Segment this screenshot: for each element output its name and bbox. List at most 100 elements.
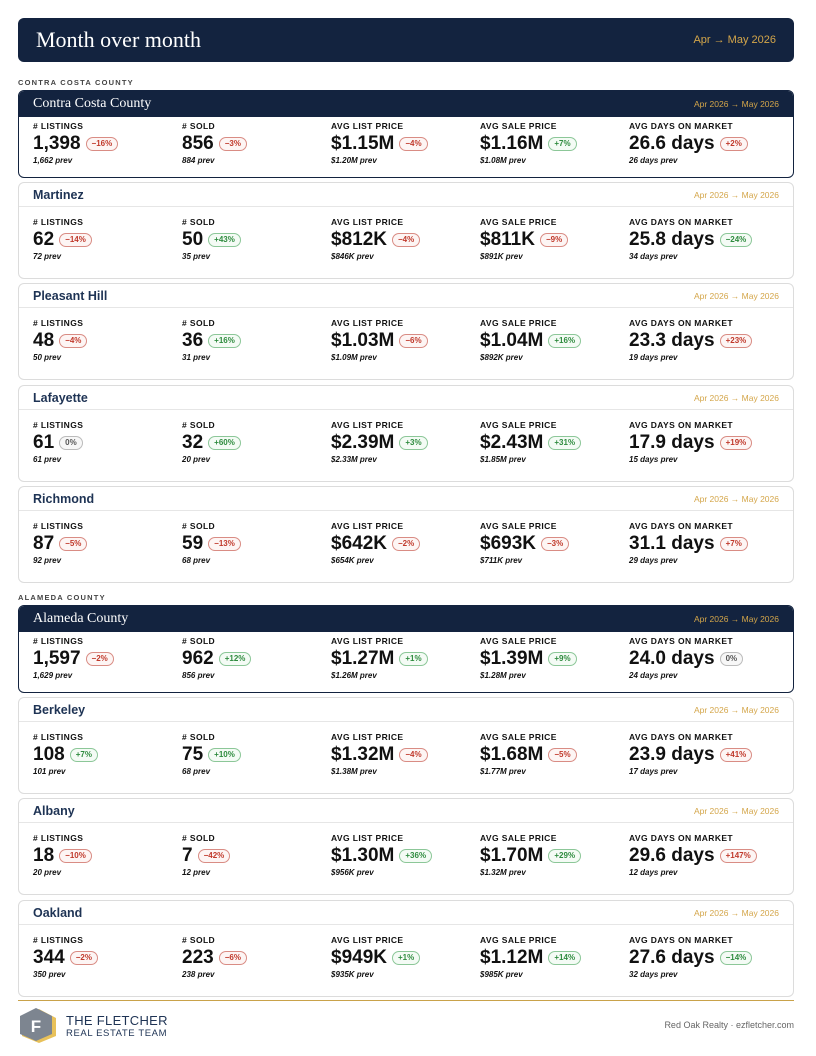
metric: AVG LIST PRICE $1.15M −4% $1.20M prev [331,121,480,166]
metric-value: 108 [33,744,65,765]
previous-value: $956K prev [331,868,374,877]
metric: # LISTINGS 48 −4% 50 prev [33,318,182,363]
previous-value: 34 days prev [629,252,678,261]
metric-label: # LISTINGS [33,636,84,646]
previous-value: 20 prev [33,868,62,877]
period-range: Apr 2026 → May 2026 [693,392,779,403]
metric-value: 18 [33,845,55,866]
county-card: Contra Costa County Apr 2026 → May 2026 … [18,90,794,178]
team-logo-icon: F [20,1008,56,1043]
metric-label: AVG SALE PRICE [480,935,557,945]
change-badge: +1% [399,651,428,666]
metric-label: AVG SALE PRICE [480,217,557,227]
metric-value: $1.27M [331,648,395,669]
metric-label: # LISTINGS [33,935,84,945]
previous-value: 68 prev [182,556,211,565]
metrics-row: # LISTINGS 87 −5% 92 prev # SOLD 59 −13%… [19,511,793,566]
metric-label: AVG LIST PRICE [331,217,404,227]
change-badge: +19% [719,435,753,450]
metric-value: 856 [182,133,214,154]
period-range: Apr 2026 → May 2026 [693,704,779,715]
metric: AVG SALE PRICE $1.39M +9% $1.28M prev [480,636,629,681]
metric-label: AVG LIST PRICE [331,420,404,430]
metric-label: AVG DAYS ON MARKET [629,217,734,227]
previous-value: $1.08M prev [480,156,526,165]
metric-value: 25.8 days [629,229,715,250]
metric-label: AVG LIST PRICE [331,121,404,131]
metric: # LISTINGS 1,597 −2% 1,629 prev [33,636,182,681]
previous-value: 32 days prev [629,970,678,979]
previous-value: $1.77M prev [480,767,526,776]
metric-label: # SOLD [182,217,216,227]
change-badge: −5% [548,747,577,762]
metric: AVG DAYS ON MARKET 26.6 days +2% 26 days… [629,121,778,166]
city-card: Richmond Apr 2026 → May 2026 # LISTINGS … [18,486,794,583]
metric-value: 23.3 days [629,330,715,351]
metric-label: # LISTINGS [33,318,84,328]
metric-label: # LISTINGS [33,121,84,131]
metric: # SOLD 856 −3% 884 prev [182,121,331,166]
period-range: Apr 2026 → May 2026 [693,290,779,301]
area-name: Lafayette [33,390,88,405]
metrics-row: # LISTINGS 1,398 −16% 1,662 prev # SOLD … [19,117,793,166]
previous-value: $892K prev [480,353,523,362]
change-badge: +3% [399,435,428,450]
previous-value: 17 days prev [629,767,678,776]
metrics-row: # LISTINGS 108 +7% 101 prev # SOLD 75 +1… [19,722,793,777]
change-badge: +7% [548,136,577,151]
metric: AVG LIST PRICE $642K −2% $654K prev [331,521,480,566]
metric: AVG DAYS ON MARKET 27.6 days −14% 32 day… [629,935,778,980]
metric-label: AVG LIST PRICE [331,318,404,328]
change-badge: −3% [541,536,570,551]
metric: AVG SALE PRICE $811K −9% $891K prev [480,217,629,262]
metric: # SOLD 962 +12% 856 prev [182,636,331,681]
metrics-row: # LISTINGS 344 −2% 350 prev # SOLD 223 −… [19,925,793,980]
metrics-row: # LISTINGS 62 −14% 72 prev # SOLD 50 +43… [19,207,793,262]
previous-value: 68 prev [182,767,211,776]
metric-label: AVG SALE PRICE [480,121,557,131]
card-header: Richmond Apr 2026 → May 2026 [19,487,793,511]
metric-value: 24.0 days [629,648,715,669]
card-header: Albany Apr 2026 → May 2026 [19,799,793,823]
city-card: Martinez Apr 2026 → May 2026 # LISTINGS … [18,182,794,279]
previous-value: $1.09M prev [331,353,377,362]
metric: # SOLD 36 +16% 31 prev [182,318,331,363]
period-range: Apr 2026 → May 2026 [693,493,779,504]
metric: # LISTINGS 18 −10% 20 prev [33,833,182,878]
metric: # LISTINGS 1,398 −16% 1,662 prev [33,121,182,166]
change-badge: −6% [218,950,247,965]
metric: # LISTINGS 62 −14% 72 prev [33,217,182,262]
previous-value: $1.38M prev [331,767,377,776]
metric-label: AVG DAYS ON MARKET [629,935,734,945]
change-badge: −5% [59,536,88,551]
change-badge: −4% [392,232,421,247]
metric-label: # SOLD [182,636,216,646]
metric-value: $1.70M [480,845,544,866]
metric-label: AVG SALE PRICE [480,833,557,843]
area-name: Contra Costa County [33,96,152,111]
metric-label: AVG DAYS ON MARKET [629,420,734,430]
previous-value: $711K prev [480,556,523,565]
metric: AVG DAYS ON MARKET 25.8 days −24% 34 day… [629,217,778,262]
metric-value: 32 [182,432,204,453]
change-badge: +14% [548,950,582,965]
metric-label: AVG DAYS ON MARKET [629,318,734,328]
change-badge: −4% [59,333,88,348]
previous-value: 29 days prev [629,556,678,565]
metric: AVG DAYS ON MARKET 29.6 days +147% 12 da… [629,833,778,878]
metric-value: 344 [33,947,65,968]
card-header: Lafayette Apr 2026 → May 2026 [19,386,793,410]
previous-value: $891K prev [480,252,523,261]
change-badge: +12% [218,651,252,666]
metric-label: # LISTINGS [33,833,84,843]
metric: AVG SALE PRICE $693K −3% $711K prev [480,521,629,566]
metric-value: $949K [331,947,387,968]
previous-value: $1.32M prev [480,868,526,877]
metric-label: AVG SALE PRICE [480,521,557,531]
area-name: Berkeley [33,702,86,717]
area-name: Richmond [33,491,95,506]
metric-label: AVG DAYS ON MARKET [629,636,734,646]
metric: AVG LIST PRICE $2.39M +3% $2.33M prev [331,420,480,465]
change-badge: −6% [399,333,428,348]
metric-label: AVG LIST PRICE [331,636,404,646]
